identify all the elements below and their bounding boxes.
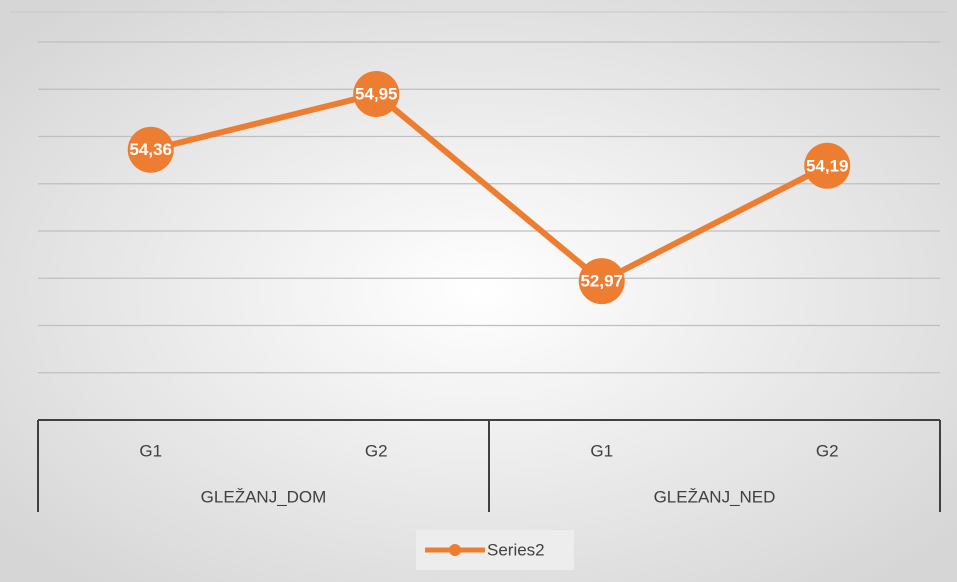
marker bbox=[353, 70, 400, 117]
x-tick-label: G2 bbox=[365, 441, 388, 460]
marker bbox=[578, 258, 625, 305]
x-tick-label: G1 bbox=[590, 441, 613, 460]
marker bbox=[127, 126, 174, 173]
x-tick-label: G1 bbox=[139, 441, 162, 460]
legend-marker bbox=[449, 544, 461, 556]
data-label: 54,95 bbox=[355, 84, 398, 103]
line bbox=[150, 90, 829, 285]
data-label: 52,97 bbox=[580, 272, 623, 291]
x-tick-label: G2 bbox=[816, 441, 839, 460]
marker bbox=[804, 142, 851, 189]
group-label: GLEŽANJ_NED bbox=[654, 487, 776, 506]
group-label: GLEŽANJ_DOM bbox=[201, 487, 327, 506]
legend-label: Series2 bbox=[487, 540, 545, 559]
data-label: 54,19 bbox=[806, 156, 849, 175]
data-label: 54,36 bbox=[129, 140, 172, 159]
